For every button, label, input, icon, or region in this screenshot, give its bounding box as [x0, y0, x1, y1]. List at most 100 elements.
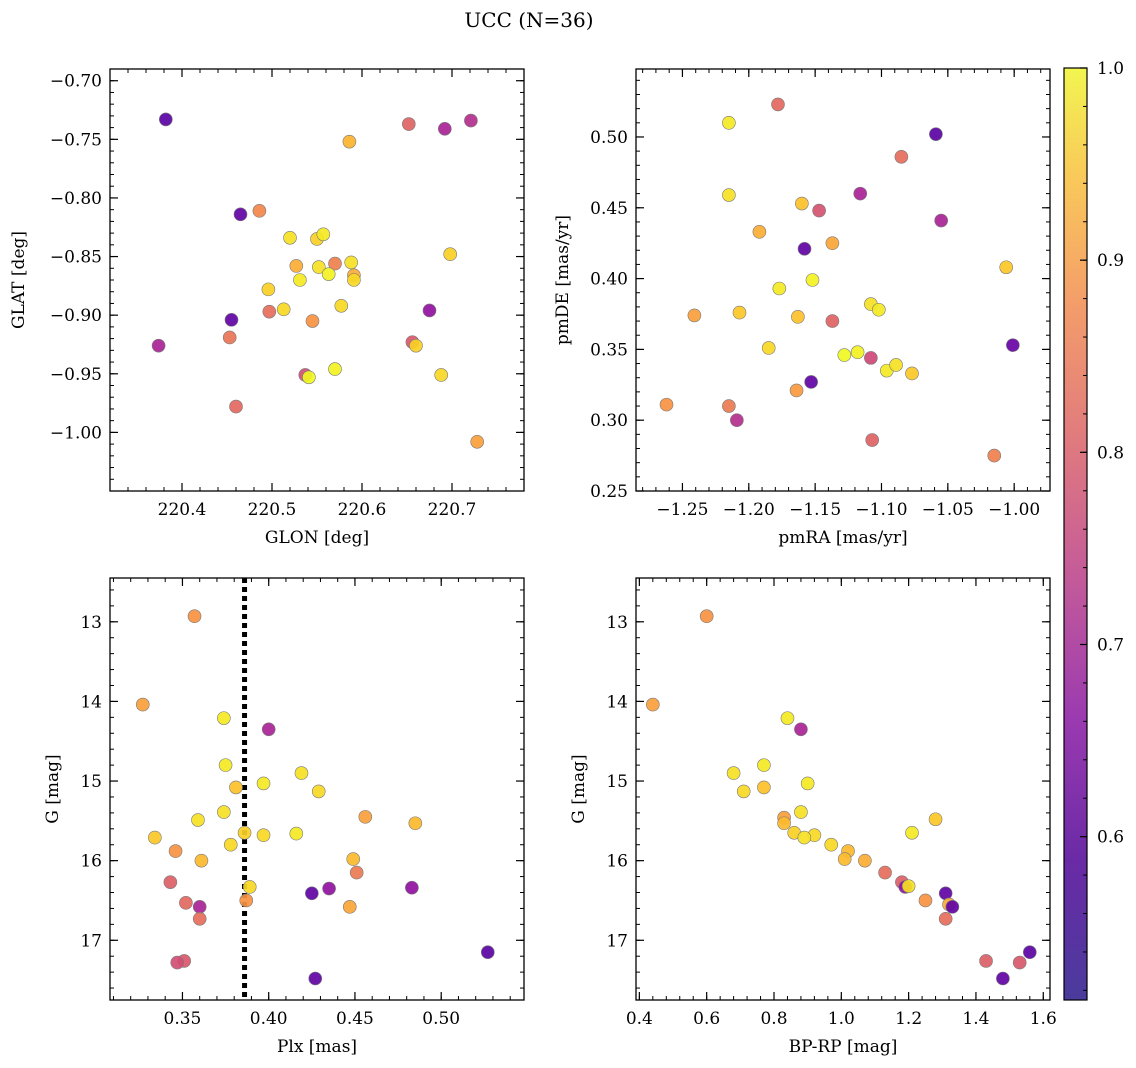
scatter-point	[239, 893, 254, 908]
scatter-point	[646, 697, 660, 712]
scatter-point	[929, 127, 943, 141]
scatter-point	[434, 368, 449, 382]
y-tick-label: 17	[80, 931, 102, 951]
scatter-point	[726, 766, 741, 780]
scatter-point	[736, 784, 751, 799]
y-tick-label: 0.25	[590, 482, 628, 502]
scatter-point	[659, 397, 674, 412]
scatter-point	[283, 231, 297, 245]
scatter-point	[687, 308, 702, 323]
scatter-point	[1012, 955, 1027, 970]
y-tick-label: −0.80	[50, 189, 102, 209]
scatter-point	[853, 186, 868, 201]
y-axis-label: G [mag]	[569, 754, 589, 823]
scatter-point	[262, 304, 277, 319]
scatter-point	[804, 375, 818, 389]
scatter-point	[293, 273, 307, 287]
x-tick-label: 0.50	[422, 1009, 460, 1029]
scatter-point	[928, 812, 943, 827]
colorbar-gradient	[1063, 67, 1088, 1001]
y-tick-label: −0.70	[50, 72, 102, 92]
scatter-point	[825, 314, 840, 328]
scatter-point	[824, 837, 839, 852]
scatter-point	[192, 911, 207, 926]
scatter-point	[328, 362, 342, 376]
scatter-point	[730, 413, 744, 427]
y-axis-label: G [mag]	[43, 754, 63, 823]
scatter-point	[135, 697, 150, 712]
scatter-point	[443, 247, 458, 262]
scatter-point	[294, 766, 309, 780]
scatter-point	[217, 711, 231, 725]
scatter-point	[342, 134, 357, 149]
y-tick-label: 13	[80, 613, 102, 633]
scatter-point	[256, 828, 271, 842]
scatter-points	[646, 609, 1037, 986]
y-tick-label: 15	[80, 772, 102, 792]
scatter-point	[261, 282, 276, 297]
y-tick-label: 0.30	[590, 411, 628, 431]
scatter-point	[163, 875, 178, 889]
y-tick-label: −0.75	[50, 130, 102, 150]
scatter-point	[187, 609, 202, 624]
scatter-point	[905, 825, 919, 840]
scatter-point	[405, 880, 419, 895]
x-tick-label: 0.45	[336, 1009, 374, 1029]
y-tick-label: −0.85	[50, 248, 102, 268]
x-tick-label: 1.2	[895, 1009, 922, 1029]
scatter-point	[722, 188, 736, 202]
scatter-point	[865, 433, 879, 447]
scatter-point	[311, 260, 326, 274]
y-tick-label: 0.45	[590, 199, 628, 219]
scatter-point	[996, 971, 1010, 986]
scatter-point	[780, 711, 795, 725]
scatter-point	[771, 97, 785, 112]
y-tick-label: −0.90	[50, 306, 102, 326]
scatter-point	[761, 341, 776, 355]
scatter-point	[344, 255, 359, 270]
scatter-point	[464, 113, 478, 128]
colorbar: 0.6 0.7 0.8 0.9 1.0	[1063, 59, 1124, 1001]
scatter-point	[864, 351, 878, 365]
scatter-point	[192, 900, 207, 914]
scatter-point	[151, 338, 166, 353]
y-tick-label: 0.35	[590, 340, 628, 360]
x-tick-label: −1.05	[922, 500, 974, 520]
colorbar-tick-label: 0.7	[1097, 635, 1124, 655]
scatter-point	[302, 370, 316, 385]
scatter-point	[987, 448, 1002, 463]
y-tick-label: 16	[606, 852, 628, 872]
scatter-point	[825, 236, 840, 250]
scatter-point	[308, 971, 323, 986]
scatter-point	[999, 260, 1014, 275]
scatter-point	[289, 826, 304, 841]
scatter-point	[252, 204, 267, 218]
scatter-panel-2: −1.25 −1.20 −1.15 −1.10 −1.05 −1.00 0.25 0.30 0.…	[553, 68, 1051, 548]
scatter-point	[938, 911, 953, 926]
x-tick-label: −1.00	[988, 500, 1040, 520]
colorbar-tick-label: 0.6	[1097, 828, 1124, 848]
x-tick-label: 0.8	[760, 1009, 787, 1029]
scatter-point	[222, 330, 237, 345]
scatter-point	[837, 852, 852, 866]
scatter-point	[794, 805, 808, 819]
scatter-point	[191, 813, 205, 827]
scatter-point	[850, 345, 865, 360]
scatter-point	[772, 281, 787, 296]
scatter-point	[229, 399, 243, 414]
scatter-point	[722, 399, 736, 413]
scatter-point	[408, 816, 423, 831]
scatter-panel-4: 0.4 0.6 0.8 1.0 1.2 1.4 1.6 13 14 15 16 17 BP-RP [ma…	[569, 577, 1057, 1057]
scatter-point	[934, 213, 948, 228]
x-tick-label: −1.10	[855, 500, 907, 520]
scatter-point	[179, 896, 193, 910]
scatter-point	[837, 348, 852, 362]
plot-frame	[635, 577, 1051, 1001]
scatter-point	[218, 758, 233, 772]
y-tick-label: 16	[80, 852, 102, 872]
x-axis-label: BP-RP [mag]	[789, 1037, 898, 1057]
scatter-point	[699, 609, 714, 624]
scatter-point	[812, 203, 826, 218]
y-tick-label: 15	[606, 772, 628, 792]
x-tick-label: 220.5	[248, 500, 297, 520]
